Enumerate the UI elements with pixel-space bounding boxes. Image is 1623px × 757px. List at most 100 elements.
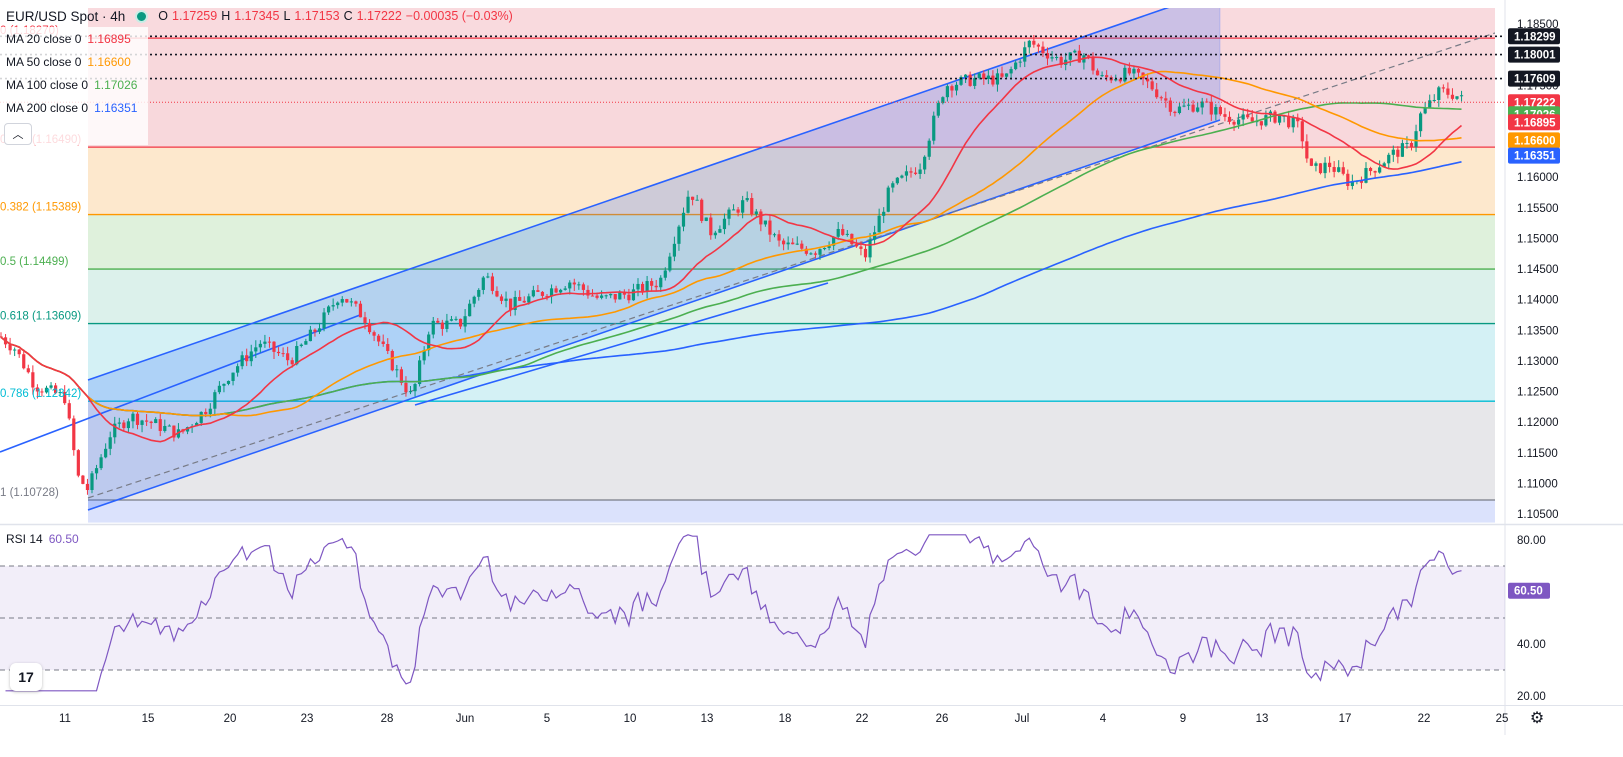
candle-body [954,84,959,91]
candle-body [331,305,335,307]
candle-body [1023,47,1027,62]
candle-body [1100,75,1104,77]
candle-body [1432,99,1436,101]
candle-body [22,354,26,369]
candle-body [76,450,80,476]
candle-body [1382,163,1386,168]
price-label-badge [1508,132,1560,149]
candle-body [272,341,276,352]
legend-ma50[interactable]: MA 50 close 0 1.16600 [0,50,148,73]
candle-body [1091,56,1095,71]
rsi-label: RSI 14 [6,532,43,546]
candle-body [631,289,636,301]
candle-body [440,322,444,329]
candle-body [1196,107,1200,112]
candle-body [386,344,390,352]
time-tick-label: 25 [1496,713,1509,725]
candle-body [286,353,290,361]
candle-body [941,97,945,104]
chevron-up-icon[interactable]: ︿ [4,123,32,145]
candle-body [477,289,481,297]
candle-body [650,281,654,286]
candle-body [995,73,1000,85]
candle-body [204,411,208,415]
close-value: 1.17222 [356,9,402,23]
candle-body [904,171,909,176]
candle-body [1259,121,1263,126]
candle-body [358,303,363,318]
candle-body [882,211,886,216]
tradingview-logo-icon[interactable]: 17 [10,663,42,691]
rsi-value-text: 60.50 [1514,586,1543,598]
candle-body [936,103,940,116]
candle-body [563,288,567,290]
price-label-badge [1508,70,1560,87]
candle-body [1000,73,1004,77]
candle-body [877,215,881,233]
candle-body [913,172,918,174]
candle-body [645,281,649,293]
candle-body [345,299,349,303]
candle-body [572,282,576,285]
candle-body [1459,95,1464,97]
candle-body [791,242,795,245]
candle-body [8,344,12,351]
candle-body [1218,107,1222,115]
legend-ma50-value: 1.16600 [87,54,131,69]
candle-body [540,291,545,296]
symbol-title[interactable]: EUR/USD Spot · 4h [6,8,126,24]
candle-body [945,86,949,98]
price-tick-label: 1.15500 [1517,203,1559,215]
legend-ma200[interactable]: MA 200 close 0 1.16351 [0,96,148,119]
candle-body [663,270,667,278]
candle-body [759,211,763,225]
candle-body [590,295,595,297]
candle-body [1346,173,1350,186]
rsi-tick-label: 80.00 [1517,535,1546,547]
rsi-legend[interactable]: RSI 14 60.50 [6,532,79,546]
candle-body [336,302,340,306]
price-tick-label: 1.16000 [1517,172,1559,184]
candle-body [695,199,699,201]
time-tick-label: 15 [142,713,155,725]
gear-icon[interactable]: ⚙ [1529,710,1545,727]
candle-body [1114,79,1118,81]
candle-body [827,245,831,248]
candle-body [381,341,385,344]
candle-body [0,336,3,338]
candle-body [1155,89,1159,98]
candle-body [909,171,913,173]
candle-body [281,353,285,355]
legend-ma20[interactable]: MA 20 close 0 1.16895 [0,27,148,50]
candle-body [304,341,308,345]
candle-body [445,320,449,329]
legend-ma100[interactable]: MA 100 close 0 1.17026 [0,73,148,96]
candle-body [44,387,49,393]
candle-body [1050,57,1054,59]
candle-body [126,421,130,429]
time-tick-label: 22 [1418,713,1431,725]
high-label: H [221,9,231,23]
candle-body [377,335,381,342]
candle-body [768,220,772,235]
candle-body [923,156,927,170]
candle-body [17,349,21,355]
candle-body [700,199,704,221]
candle-body [772,234,777,236]
candle-body [1146,78,1150,82]
candle-body [886,187,890,212]
candle-body [1291,117,1295,128]
candle-body [145,420,149,422]
candle-body [527,296,531,303]
time-tick-label: 11 [59,713,71,725]
candle-body [495,290,499,297]
candle-body [67,403,71,419]
price-label-text: 1.18299 [1514,31,1556,43]
price-tick-label: 1.10500 [1517,509,1559,521]
candle-body [422,350,426,361]
candle-body [1009,69,1013,74]
candle-body [363,317,367,324]
candle-body [1068,52,1072,60]
